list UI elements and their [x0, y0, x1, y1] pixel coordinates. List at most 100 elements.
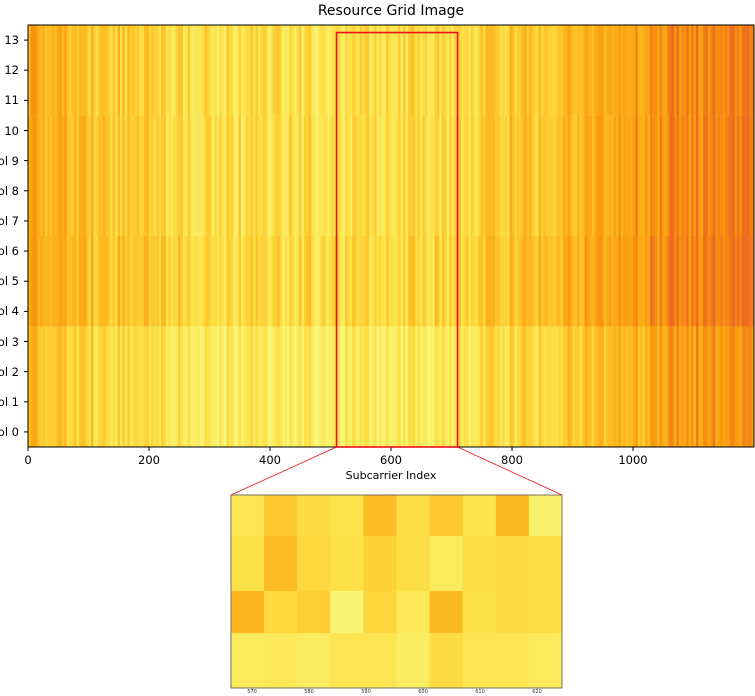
heatmap-cell	[37, 115, 41, 236]
heatmap-cell	[282, 326, 285, 447]
heatmap-cell	[439, 25, 443, 116]
heatmap-cell	[449, 115, 452, 236]
heatmap-cell	[146, 115, 150, 236]
heatmap-cell	[257, 236, 261, 327]
heatmap-cell	[296, 236, 300, 327]
heatmap-cell	[204, 115, 208, 236]
heatmap-cell	[245, 25, 249, 116]
heatmap-cell	[279, 236, 283, 327]
heatmap-cell	[570, 25, 573, 116]
heatmap-cell	[429, 115, 433, 236]
heatmap-cell	[678, 326, 682, 447]
heatmap-cell	[657, 236, 661, 327]
heatmap-cell	[550, 115, 554, 236]
heatmap-cell	[345, 25, 348, 116]
heatmap-cell	[320, 236, 324, 327]
heatmap-cell	[330, 326, 334, 447]
heatmap-cell	[163, 115, 167, 236]
heatmap-cell	[272, 25, 276, 116]
heatmap-cell	[231, 115, 235, 236]
heatmap-cell	[415, 236, 419, 327]
heatmap-cell	[512, 115, 515, 236]
inset-cell	[231, 591, 265, 634]
heatmap-cell	[364, 236, 368, 327]
heatmap-cell	[531, 25, 535, 116]
heatmap-cell	[475, 115, 479, 236]
heatmap-cell	[545, 236, 549, 327]
heatmap-cell	[695, 236, 699, 327]
heatmap-cell	[253, 115, 256, 236]
heatmap-cell	[277, 326, 281, 447]
heatmap-cell	[233, 326, 237, 447]
heatmap-cell	[180, 236, 184, 327]
heatmap-cell	[642, 326, 646, 447]
inset-tick-label: 620	[532, 689, 542, 695]
heatmap-cell	[543, 236, 547, 327]
heatmap-cell	[95, 115, 99, 236]
heatmap-cell	[582, 25, 585, 116]
heatmap-cell	[703, 326, 706, 447]
heatmap-cell	[582, 326, 585, 447]
heatmap-cell	[228, 326, 232, 447]
heatmap-cell	[168, 115, 172, 236]
heatmap-cell	[255, 236, 259, 327]
heatmap-cell	[141, 115, 145, 236]
heatmap-cell	[405, 326, 409, 447]
heatmap-cell	[209, 326, 213, 447]
heatmap-cell	[429, 326, 433, 447]
heatmap-cell	[732, 115, 736, 236]
heatmap-cell	[717, 326, 721, 447]
heatmap-cell	[514, 115, 518, 236]
inset-cell	[396, 591, 431, 634]
heatmap-cell	[439, 326, 443, 447]
heatmap-cell	[156, 326, 160, 447]
heatmap-cell	[528, 115, 532, 236]
heatmap-cell	[100, 236, 104, 327]
heatmap-cell	[69, 236, 72, 327]
heatmap-cell	[587, 25, 590, 116]
heatmap-cell	[708, 115, 711, 236]
heatmap-cell	[66, 236, 70, 327]
heatmap-cell	[633, 236, 636, 327]
heatmap-cell	[325, 236, 329, 327]
inset-cell	[297, 633, 331, 689]
heatmap-cell	[475, 25, 479, 116]
heatmap-cell	[364, 25, 368, 116]
heatmap-cell	[42, 326, 46, 447]
heatmap-cell	[136, 236, 140, 327]
heatmap-cell	[560, 25, 564, 116]
heatmap-cell	[105, 326, 109, 447]
heatmap-cell	[197, 25, 201, 116]
heatmap-cell	[560, 115, 564, 236]
heatmap-cell	[149, 115, 152, 236]
heatmap-cell	[451, 326, 455, 447]
heatmap-cell	[391, 236, 394, 327]
heatmap-cell	[649, 236, 653, 327]
heatmap-cell	[749, 326, 752, 447]
heatmap-cell	[512, 236, 515, 327]
heatmap-cell	[449, 25, 452, 116]
heatmap-cell	[751, 115, 755, 236]
heatmap-cell	[59, 115, 63, 236]
heatmap-cell	[691, 115, 694, 236]
heatmap-cell	[715, 236, 719, 327]
heatmap-cell	[337, 326, 341, 447]
heatmap-cell	[729, 326, 733, 447]
heatmap-cell	[732, 326, 736, 447]
heatmap-cell	[340, 25, 343, 116]
heatmap-cell	[584, 115, 588, 236]
heatmap-cell	[383, 236, 387, 327]
heatmap-cell	[296, 326, 300, 447]
y-tick-label: ol 8	[0, 183, 19, 198]
heatmap-cell	[124, 25, 128, 116]
heatmap-cell	[313, 326, 317, 447]
heatmap-cell	[153, 326, 157, 447]
heatmap-cell	[272, 115, 276, 236]
heatmap-cell	[497, 326, 501, 447]
heatmap-cell	[325, 25, 329, 116]
heatmap-cell	[86, 115, 89, 236]
heatmap-cell	[407, 326, 411, 447]
heatmap-cell	[662, 25, 665, 116]
heatmap-cell	[562, 25, 566, 116]
x-axis-label: Subcarrier Index	[345, 469, 437, 482]
